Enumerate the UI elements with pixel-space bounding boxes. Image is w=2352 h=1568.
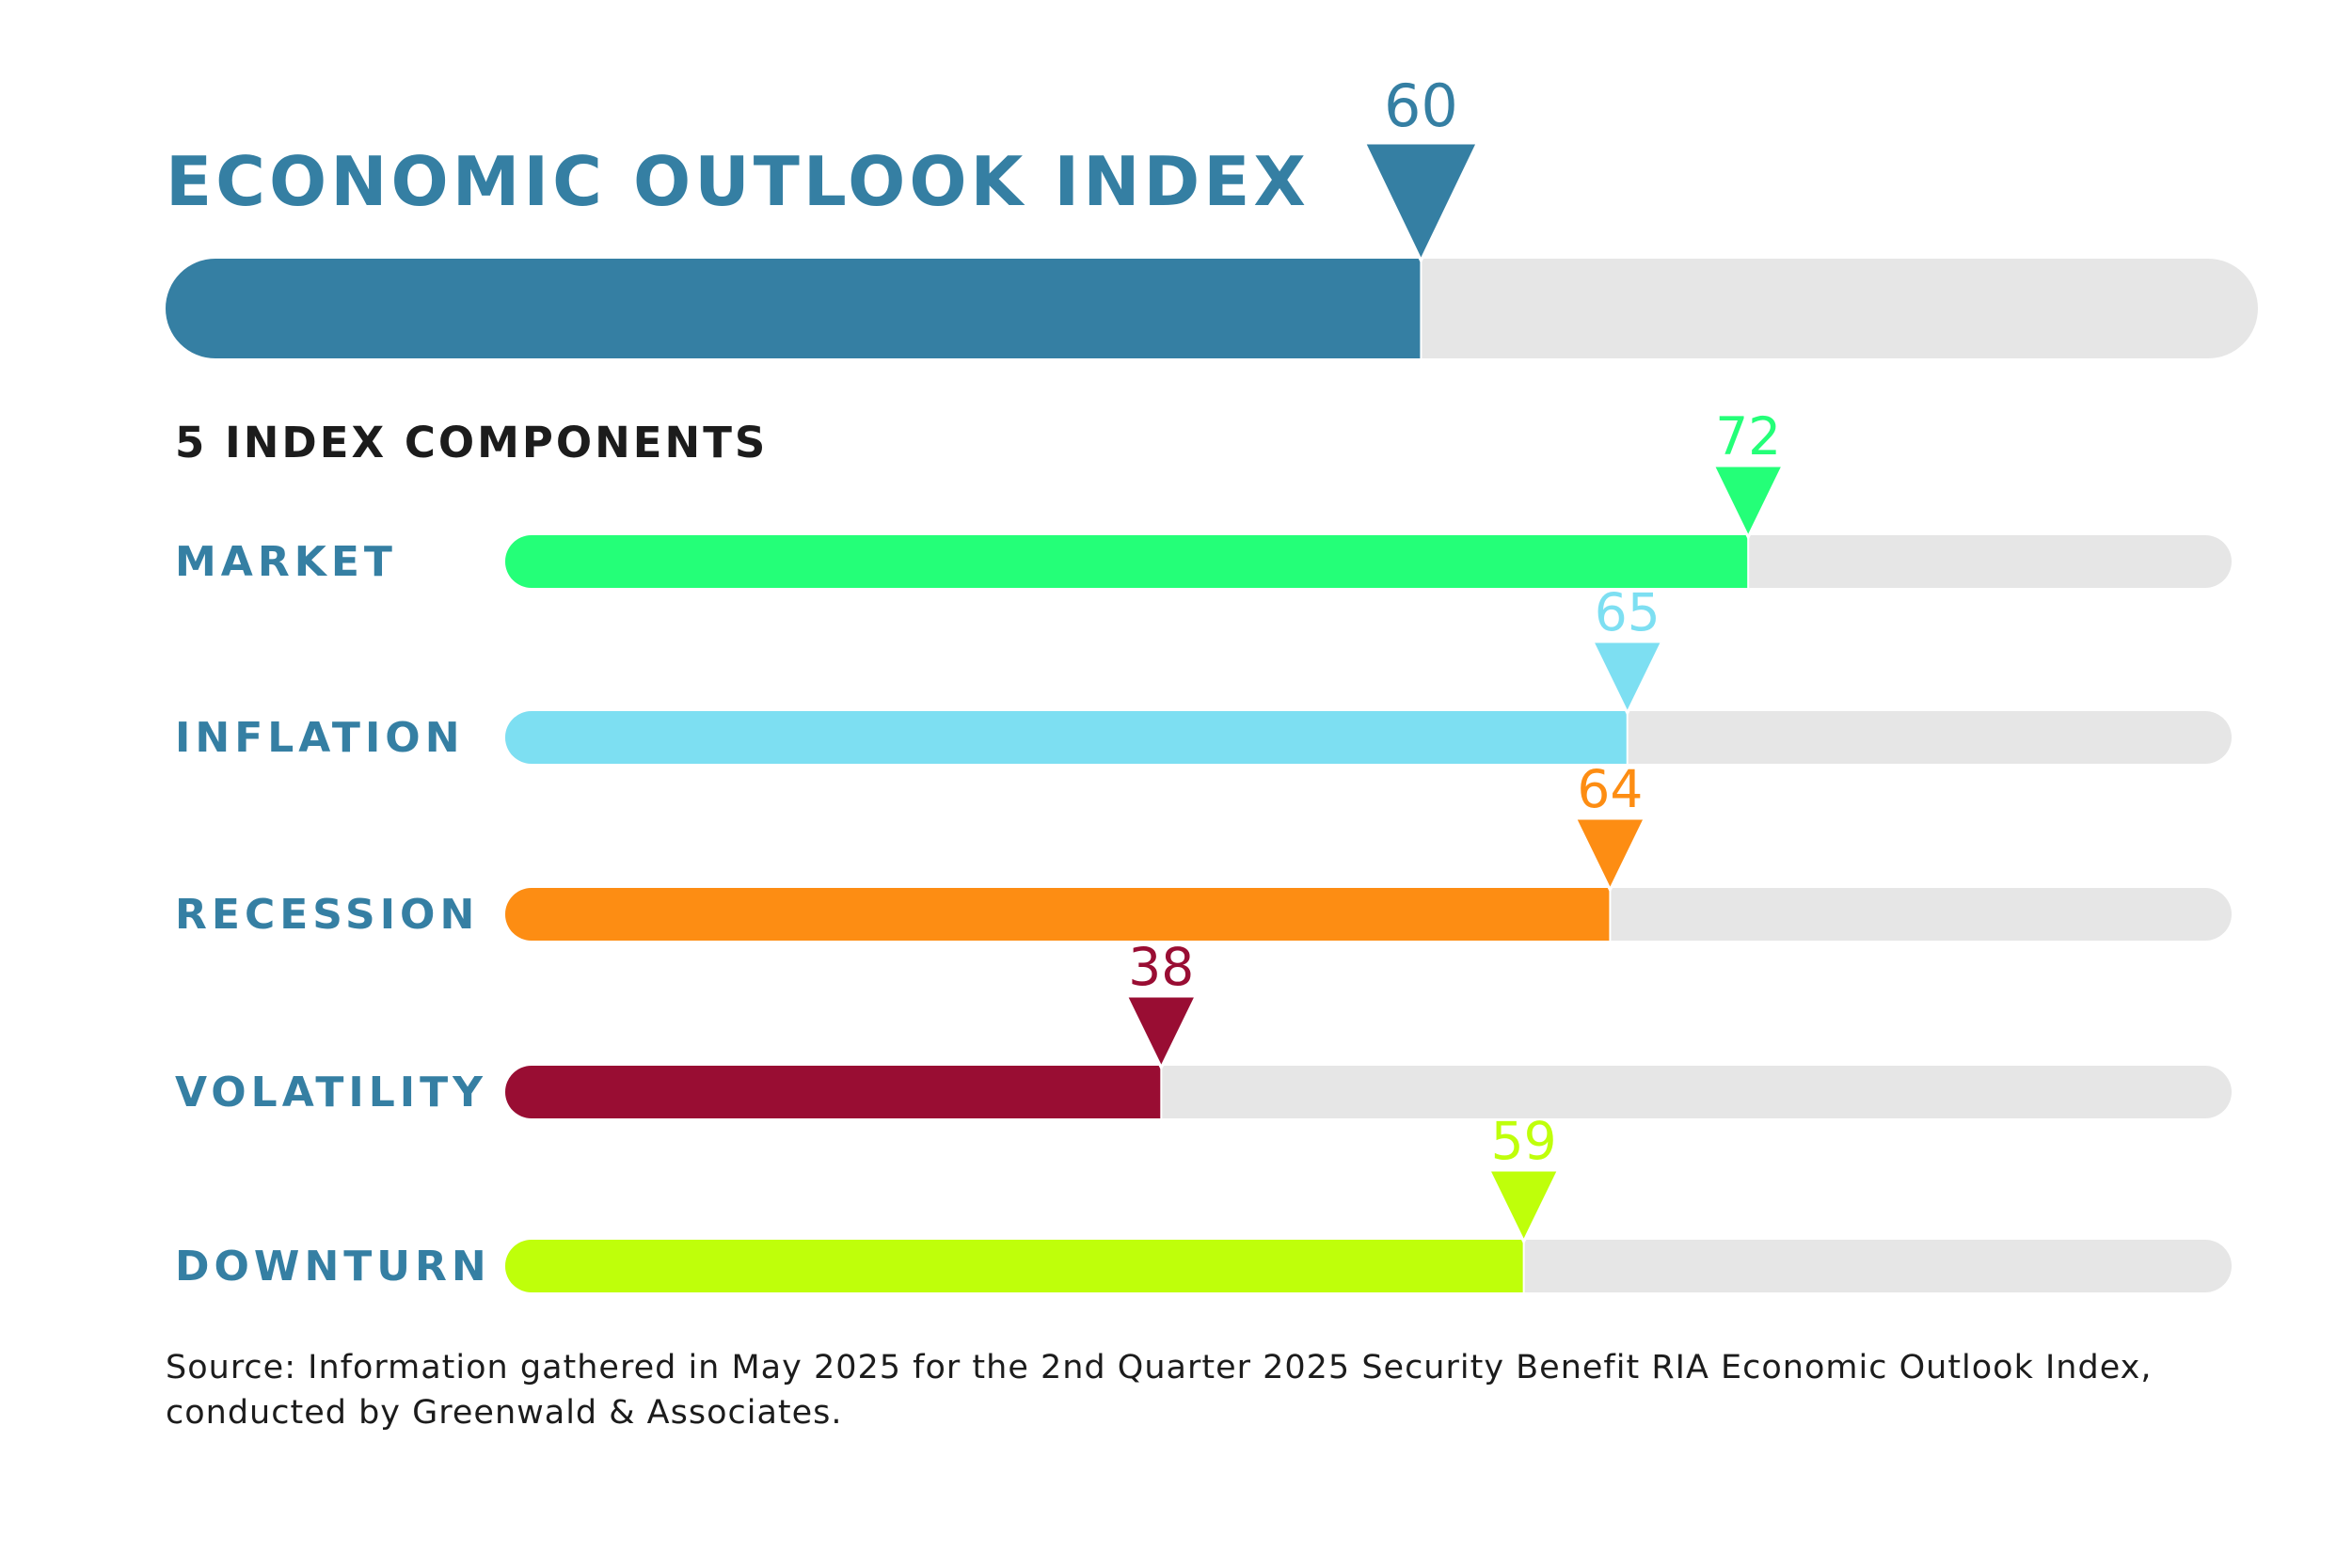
inflation-bar xyxy=(505,711,1628,764)
volatility-label: VOLATILITY xyxy=(175,1069,487,1117)
volatility-marker xyxy=(1123,994,1199,1071)
overall-index-marker xyxy=(1362,141,1480,264)
market-value-label: 72 xyxy=(1715,406,1781,467)
recession-label: RECESSION xyxy=(175,891,479,939)
overall-index-bar xyxy=(166,259,1422,358)
downturn-label: DOWNTURN xyxy=(175,1243,491,1291)
source-note: Source: Information gathered in May 2025… xyxy=(166,1349,2153,1432)
volatility-value-label: 38 xyxy=(1128,937,1194,997)
section-heading: 5 INDEX COMPONENTS xyxy=(175,418,769,467)
market-label: MARKET xyxy=(175,538,397,586)
recession-bar xyxy=(505,888,1611,941)
inflation-label: INFLATION xyxy=(175,714,465,762)
downturn-bar xyxy=(505,1240,1524,1292)
recession-value-label: 64 xyxy=(1577,759,1643,819)
overall-index-value-label: 60 xyxy=(1384,71,1458,140)
chart-title: ECONOMIC OUTLOOK INDEX xyxy=(166,142,1310,221)
volatility-bar xyxy=(505,1066,1162,1118)
inflation-marker xyxy=(1590,640,1665,717)
market-marker xyxy=(1710,464,1786,541)
market-bar xyxy=(505,535,1749,588)
downturn-value-label: 59 xyxy=(1491,1111,1557,1171)
downturn-marker xyxy=(1486,1168,1562,1245)
recession-marker xyxy=(1573,816,1647,894)
inflation-value-label: 65 xyxy=(1595,582,1661,642)
